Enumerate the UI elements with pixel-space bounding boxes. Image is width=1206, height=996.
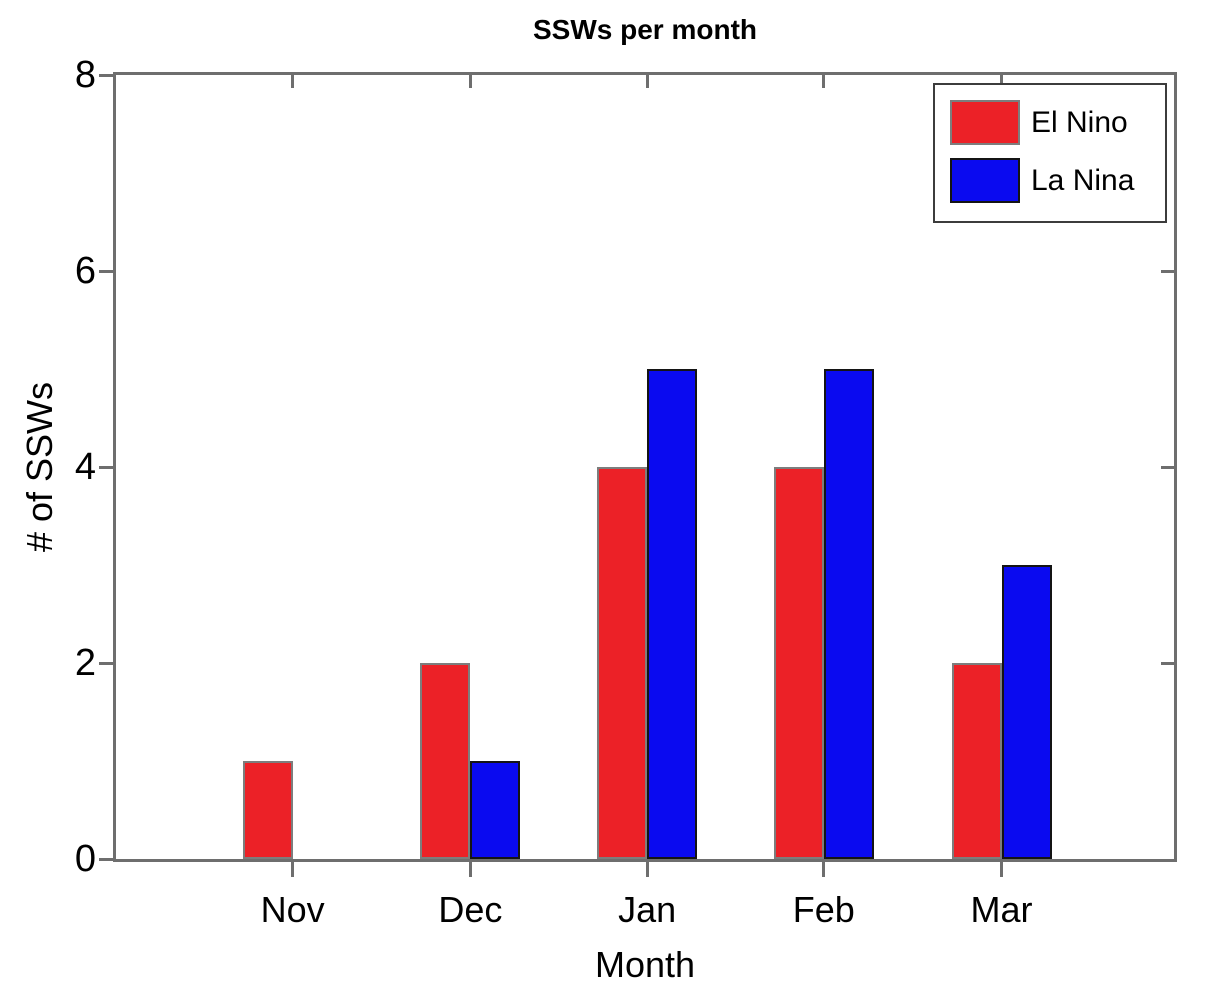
legend-label-la-nina: La Nina [1031, 163, 1135, 197]
x-tick-top-mar [1000, 75, 1004, 88]
y-tick-left-6 [99, 269, 113, 273]
bar-el-nino-nov [242, 761, 293, 859]
legend-label-el-nino: El Nino [1031, 105, 1128, 139]
x-tick-bottom-dec [468, 862, 472, 877]
bar-la-nina-feb [823, 369, 874, 859]
x-tick-label-dec: Dec [438, 889, 503, 930]
y-tick-label-6: 6 [74, 250, 96, 292]
bar-el-nino-dec [420, 663, 471, 859]
y-tick-label-4: 4 [74, 446, 96, 488]
bar-la-nina-mar [1001, 565, 1052, 859]
y-tick-left-0 [99, 857, 113, 861]
x-axis-label: Month [594, 944, 696, 985]
x-tick-top-dec [468, 75, 472, 88]
y-tick-left-8 [99, 73, 113, 77]
x-tick-bottom-jan [645, 862, 649, 877]
y-tick-label-8: 8 [74, 54, 96, 96]
legend-entry-el-nino: El Nino [950, 100, 1165, 145]
bar-la-nina-dec [470, 761, 521, 859]
x-tick-bottom-feb [822, 862, 826, 877]
x-tick-label-mar: Mar [970, 889, 1033, 930]
x-tick-label-nov: Nov [260, 889, 325, 930]
y-tick-left-2 [99, 661, 113, 665]
x-tick-label-feb: Feb [792, 889, 855, 930]
x-tick-label-jan: Jan [618, 889, 677, 930]
x-tick-top-jan [645, 75, 649, 88]
bar-la-nina-jan [647, 369, 698, 859]
la-nina-swatch-icon [950, 158, 1020, 203]
x-tick-bottom-nov [291, 862, 295, 877]
bar-el-nino-jan [597, 467, 648, 859]
legend-entry-la-nina: La Nina [950, 158, 1165, 203]
bar-el-nino-mar [951, 663, 1002, 859]
y-tick-left-4 [99, 465, 113, 469]
y-tick-right-2 [1161, 661, 1174, 665]
x-tick-top-nov [291, 75, 295, 88]
el-nino-swatch-icon [950, 100, 1020, 145]
legend: El Nino La Nina [933, 83, 1167, 223]
y-tick-label-0: 0 [74, 838, 96, 880]
y-tick-label-2: 2 [74, 642, 96, 684]
y-tick-right-4 [1161, 465, 1174, 469]
y-tick-right-6 [1161, 269, 1174, 273]
bar-el-nino-feb [773, 467, 824, 859]
x-tick-bottom-mar [1000, 862, 1004, 877]
x-tick-top-feb [822, 75, 826, 88]
chart-title: SSWs per month [532, 14, 757, 45]
